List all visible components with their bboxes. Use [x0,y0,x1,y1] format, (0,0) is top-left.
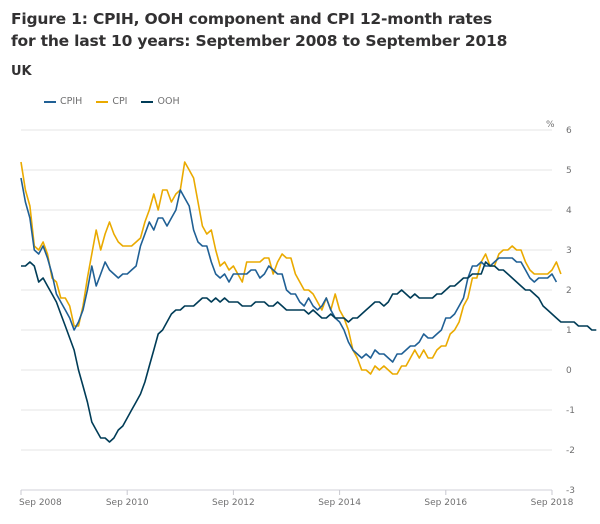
series-lines [20,161,597,443]
series-line-cpi[interactable] [20,161,562,375]
y-tick-label: 5 [566,166,572,176]
x-tick-label: Sep 2008 [19,498,62,508]
legend-item-cpih[interactable]: CPIH [44,96,82,107]
legend-item-cpi[interactable]: CPI [96,96,127,107]
chart-subtitle: UK [11,64,32,79]
y-tick-label: -3 [566,486,575,496]
x-axis: Sep 2008 Sep 2010 Sep 2012 Sep 2014 Sep 2016… [19,490,574,508]
y-tick-label: 3 [566,246,572,256]
y-tick-label: -1 [566,406,575,416]
series-line-cpih[interactable] [20,177,558,363]
y-axis-unit-label: % [546,120,555,130]
y-tick-label: 6 [566,126,572,136]
gridlines [21,129,552,491]
legend-label-ooh: OOH [157,96,180,107]
series-line-ooh[interactable] [21,261,597,443]
y-tick-label: 2 [566,286,572,296]
y-tick-label: 4 [566,206,572,216]
x-tick-label: Sep 2014 [318,498,361,508]
y-axis: 6 5 4 3 2 1 0 -1 -2 -3 [566,126,575,496]
y-tick-label: -2 [566,446,575,456]
x-tick-label: Sep 2010 [106,498,149,508]
y-tick-label: 0 [566,366,572,376]
legend-label-cpi: CPI [112,96,128,107]
x-tick-label: Sep 2018 [531,498,574,508]
legend-swatch-cpi [96,100,109,103]
y-tick-label: 1 [566,326,572,336]
legend-swatch-cpih [44,100,56,103]
x-tick-label: Sep 2012 [212,498,255,508]
x-tick-label: Sep 2016 [424,498,467,508]
legend-swatch-ooh [141,100,154,103]
legend-item-ooh[interactable]: OOH [141,96,180,107]
chart-title: Figure 1: CPIH, OOH component and CPI 12… [11,10,508,50]
legend: CPIH CPI OOH [44,96,180,107]
legend-label-cpih: CPIH [60,96,83,107]
